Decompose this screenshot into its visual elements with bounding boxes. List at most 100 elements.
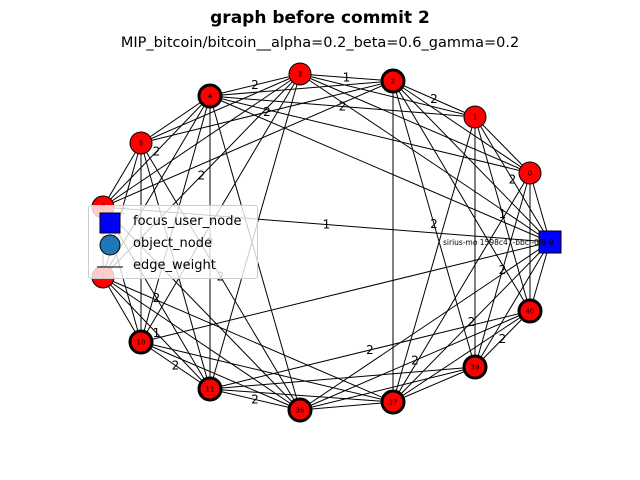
edge-line <box>209 95 551 243</box>
node-label: 40 <box>526 308 535 316</box>
edge-line <box>102 276 301 411</box>
legend-label: object_node <box>133 236 213 251</box>
legend-label: focus_user_node <box>133 214 242 229</box>
edge-weight-label: 2 <box>153 145 161 159</box>
edge-line <box>474 172 531 368</box>
object-node <box>288 62 312 86</box>
edge-line <box>102 276 394 403</box>
edge-line <box>299 73 531 174</box>
circle-icon <box>99 234 121 256</box>
edge-line <box>392 80 476 118</box>
node-label: 11 <box>206 386 215 394</box>
edge-line <box>140 73 301 144</box>
edge-weight-label: 2 <box>509 173 517 187</box>
edge-line <box>299 241 551 411</box>
object-node <box>518 161 542 185</box>
edge-weight-label: 1 <box>153 326 161 340</box>
node-label: 3 <box>298 71 302 79</box>
edge-weight-label: 2 <box>263 105 271 119</box>
edge-line <box>392 366 476 403</box>
edge-line <box>209 95 531 174</box>
edge-line <box>299 366 476 411</box>
edge-weight-label: 2 <box>468 315 476 329</box>
focus-node-label: sirius-mo 1598c47-bbc -0f8-9 <box>443 238 554 247</box>
edge-weight-label: 1 <box>323 218 331 232</box>
edge-weight-label: 2 <box>172 359 180 373</box>
legend-item-object-node: object_node <box>89 234 257 256</box>
edge-line <box>392 80 551 243</box>
edge-line <box>102 142 142 208</box>
object-node <box>197 83 223 109</box>
legend-item-focus-user-node: focus_user_node <box>89 212 257 234</box>
edge-weight-label: 1 <box>343 71 351 85</box>
legend-label: edge_weight <box>133 258 216 273</box>
object-node <box>380 68 406 94</box>
node-label: 10 <box>137 339 146 347</box>
line-icon <box>97 266 123 268</box>
edge-weight-label: 1 <box>499 207 507 221</box>
edge-labels: 12222221222222122222212 <box>118 71 516 407</box>
edge-weight-label: 2 <box>430 92 438 106</box>
edge-line <box>299 73 394 82</box>
edge-line <box>474 310 531 368</box>
object-node <box>287 397 313 423</box>
edge-line <box>392 116 476 403</box>
edge-line <box>392 310 531 403</box>
object-node <box>462 354 488 380</box>
edge-line <box>209 388 301 411</box>
edge-line <box>102 276 142 343</box>
edge-line <box>140 341 394 403</box>
edge-line <box>209 95 476 118</box>
object-node <box>517 298 543 324</box>
edge-line <box>209 80 394 97</box>
edge-weight-label: 2 <box>251 78 259 92</box>
focus-user-node <box>538 230 562 254</box>
edge-line <box>299 401 394 411</box>
node-label: 4 <box>208 93 213 101</box>
edge-line <box>299 73 551 243</box>
edge-weight-label: 2 <box>198 169 206 183</box>
edge-line <box>299 73 476 118</box>
object-node <box>197 376 223 402</box>
edge-weight-label: 2 <box>251 393 259 407</box>
node-label: 2 <box>391 78 395 86</box>
edge-line <box>474 116 531 312</box>
edge-line <box>102 73 301 208</box>
legend-item-edge-weight: edge_weight <box>89 256 257 276</box>
edge-weight-label: 2 <box>430 217 438 231</box>
edge-line <box>102 95 211 208</box>
object-node <box>128 329 154 355</box>
legend: focus_user_node object_node edge_weight <box>88 205 258 279</box>
edge-weight-label: 2 <box>153 291 161 305</box>
edge-line <box>299 310 531 411</box>
edge-line <box>209 366 476 390</box>
edge-line <box>474 116 531 174</box>
edge-line <box>140 95 211 144</box>
edge-line <box>140 241 551 343</box>
edge-line <box>392 80 531 174</box>
edge-weight-label: 2 <box>366 343 374 357</box>
figure-title: graph before commit 2 <box>210 8 430 28</box>
edge-weight-label: 2 <box>411 354 419 368</box>
edge-line <box>209 73 301 97</box>
edge-line <box>209 388 394 403</box>
node-label: 1 <box>473 114 477 122</box>
edge-line <box>140 341 301 411</box>
node-label: 5 <box>139 140 143 148</box>
node-label: 0 <box>528 170 532 178</box>
edge-line <box>102 276 211 390</box>
figure-subtitle: MIP_bitcoin/bitcoin__alpha=0.2_beta=0.6_… <box>120 35 520 51</box>
node-label: 39 <box>471 364 480 372</box>
square-icon <box>99 212 121 234</box>
edge-line <box>392 80 476 368</box>
edge-line <box>392 80 531 312</box>
edge-line <box>392 172 531 403</box>
object-node <box>380 389 406 415</box>
edge-weight-label: 2 <box>499 332 507 346</box>
edge-line <box>140 341 211 390</box>
object-node <box>463 105 487 129</box>
object-node <box>129 131 153 155</box>
edge-line <box>209 310 531 390</box>
edge-line <box>392 241 551 403</box>
edge-weight-label: 2 <box>499 263 507 277</box>
